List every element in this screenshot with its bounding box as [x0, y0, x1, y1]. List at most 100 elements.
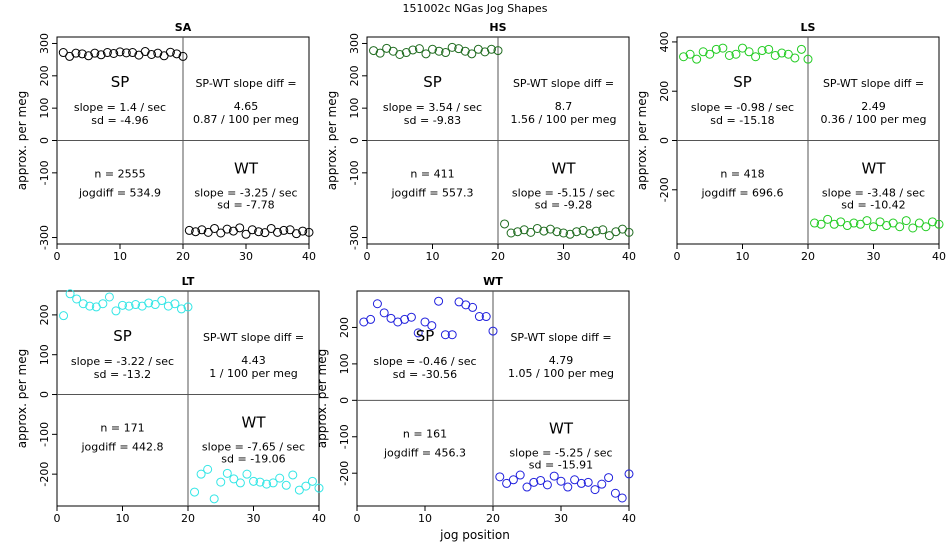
data-point	[184, 225, 194, 235]
sp-slope: slope = 1.4 / sec	[74, 101, 166, 114]
data-point	[869, 222, 878, 232]
diff-label: SP-WT slope diff =	[513, 77, 614, 90]
data-point	[85, 301, 95, 311]
panel-title: LS	[801, 21, 816, 34]
data-point	[685, 49, 695, 59]
data-point	[468, 302, 478, 312]
data-point	[372, 299, 382, 309]
y-tick-label: 200	[38, 65, 51, 86]
data-point	[65, 289, 75, 299]
wt-slope: slope = -7.65 / sec	[202, 441, 305, 454]
panel-hs: HS 0 10 20 30 40 -300 -100 0 100 200 300 approx. per…	[325, 21, 636, 263]
data-point	[72, 294, 82, 304]
data-point	[273, 227, 282, 237]
wt-sd: sd = -10.42	[841, 199, 905, 212]
data-point	[178, 51, 188, 61]
diff-per-meg: 0.36 / 100 per meg	[821, 113, 927, 126]
data-point	[414, 44, 424, 54]
data-point	[572, 227, 582, 237]
data-point	[542, 480, 552, 490]
data-point	[102, 48, 112, 58]
data-point	[196, 469, 206, 479]
data-point	[96, 50, 106, 60]
data-point	[532, 223, 542, 233]
y-tick-label: 200	[38, 304, 51, 325]
x-tick-label: 10	[113, 250, 127, 263]
diff-value: 8.7	[555, 100, 573, 113]
data-point	[408, 45, 418, 55]
data-point	[98, 299, 108, 309]
data-point	[823, 214, 833, 224]
data-point	[467, 49, 477, 59]
data-point	[502, 478, 512, 488]
data-point	[78, 299, 88, 309]
wt-sd: sd = -15.91	[529, 458, 593, 471]
data-point	[144, 298, 154, 308]
diff-value: 4.79	[549, 354, 574, 367]
data-point	[150, 300, 160, 310]
sp-sd: sd = -9.83	[404, 114, 461, 127]
jogdiff: jogdiff = 557.3	[390, 187, 473, 200]
x-tick-label: 20	[486, 512, 500, 525]
data-point	[210, 223, 219, 233]
figure-title: 151002c NGas Jog Shapes	[403, 2, 548, 15]
data-point	[901, 216, 911, 226]
data-point	[427, 321, 437, 331]
data-point	[624, 469, 634, 479]
wt-label: WT	[552, 160, 577, 178]
sp-label: SP	[416, 327, 435, 345]
data-point	[301, 481, 311, 491]
sp-slope: slope = -0.98 / sec	[691, 101, 794, 114]
data-point	[375, 48, 385, 58]
x-tick-label: 0	[674, 250, 681, 263]
wt-slope: slope = -3.48 / sec	[822, 187, 925, 200]
sp-slope: slope = 3.54 / sec	[383, 101, 482, 114]
data-point	[770, 50, 780, 60]
x-tick-label: 40	[312, 512, 326, 525]
y-tick-label: 400	[658, 31, 671, 52]
data-point	[474, 312, 484, 322]
x-tick-label: 10	[736, 250, 750, 263]
data-point	[165, 47, 175, 57]
y-tick-label: 200	[338, 317, 351, 338]
data-point	[777, 48, 787, 58]
diff-label: SP-WT slope diff =	[203, 331, 304, 344]
data-point	[401, 48, 411, 58]
data-point	[829, 219, 839, 229]
data-point	[413, 328, 423, 338]
data-point	[597, 479, 607, 489]
data-point	[241, 229, 251, 239]
data-point	[624, 227, 634, 237]
data-point	[235, 478, 245, 488]
data-point	[90, 48, 100, 58]
y-tick-label: 200	[658, 81, 671, 102]
data-point	[434, 296, 444, 306]
wt-sd: sd = -9.28	[535, 199, 592, 212]
data-point	[369, 46, 379, 56]
sp-label: SP	[733, 73, 752, 91]
diff-label: SP-WT slope diff =	[510, 331, 611, 344]
y-axis-label: approx. per meg	[315, 349, 329, 448]
data-point	[679, 52, 689, 62]
data-point	[279, 225, 289, 235]
data-point	[124, 301, 134, 311]
data-point	[191, 227, 201, 237]
y-tick-label: -100	[38, 422, 51, 447]
sp-slope: slope = -0.46 / sec	[373, 355, 476, 368]
data-point	[522, 482, 532, 492]
y-tick-label: -200	[38, 462, 51, 487]
panel-title: HS	[489, 21, 506, 34]
y-tick-label: 0	[38, 391, 51, 398]
data-point	[895, 222, 905, 232]
wt-slope: slope = -5.15 / sec	[512, 187, 615, 200]
data-point	[724, 50, 734, 60]
x-tick-label: 10	[418, 512, 432, 525]
data-point	[170, 299, 180, 309]
data-point	[513, 227, 523, 237]
y-tick-label: -200	[658, 177, 671, 202]
sp-label: SP	[111, 73, 130, 91]
n-count: n = 411	[410, 168, 454, 181]
data-point	[183, 302, 193, 312]
wt-sd: sd = -19.06	[221, 453, 285, 466]
data-point	[294, 485, 304, 495]
